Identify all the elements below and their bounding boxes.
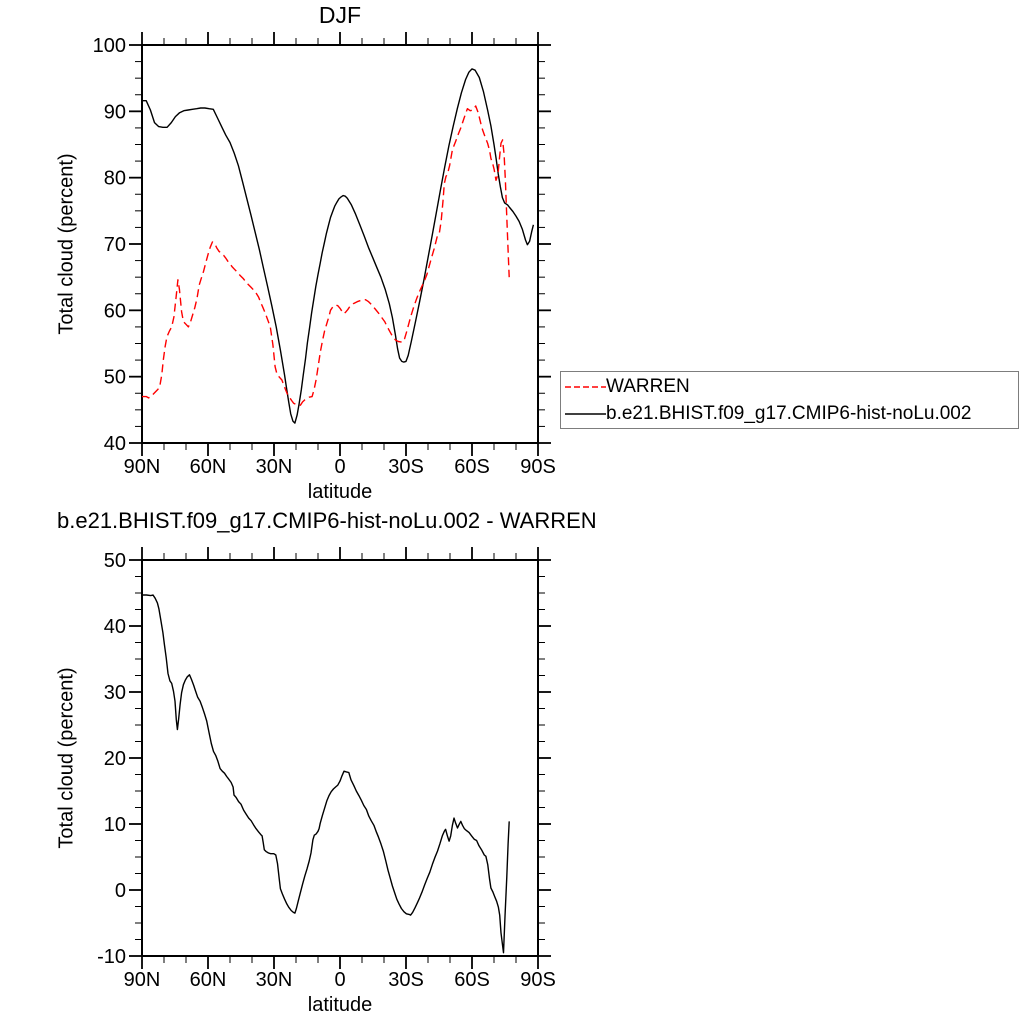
top-chart-y-axis-title: Total cloud (percent) [55,153,78,335]
y-tick-label: 100 [93,35,126,57]
x-tick-label: 90N [124,456,161,478]
x-tick-label: 90S [520,969,556,991]
x-tick-label: 30S [388,456,424,478]
y-tick-label: 90 [104,101,126,123]
legend-entry-warren: WARREN [561,373,1018,400]
warren-line [142,105,510,406]
y-tick-label: -10 [97,946,126,968]
x-tick-label: 0 [334,456,345,478]
y-tick-label: 60 [104,300,126,322]
y-tick-label: 40 [104,433,126,455]
bottom-chart-x-axis-title: latitude [307,994,373,1016]
y-tick-label: 0 [115,880,126,902]
x-tick-label: 60N [190,456,227,478]
y-tick-label: 20 [104,748,126,770]
x-tick-label: 90N [124,969,161,991]
x-tick-label: 30N [256,969,293,991]
x-tick-label: 60N [190,969,227,991]
x-tick-label: 0 [334,969,345,991]
bottom-chart-title: b.e21.BHIST.f09_g17.CMIP6-hist-noLu.002 … [57,508,597,533]
y-tick-label: 10 [104,814,126,836]
model-solid-line-sample [565,412,606,415]
x-tick-label: 60S [454,456,490,478]
difference-line [142,594,510,954]
y-tick-label: 80 [104,168,126,190]
y-tick-label: 30 [104,682,126,704]
chart-1: 90N 60N 30N 0 30S 60S 90S -10 0 10 20 30 40 50 [97,547,556,991]
legend-label-model: b.e21.BHIST.f09_g17.CMIP6-hist-noLu.002 [606,403,972,424]
plot-frame [141,44,539,444]
chart-0: 90N 60N 30N 0 30S 60S 90S 40 50 60 70 80 90 100 [93,32,556,478]
y-tick-label: 40 [104,616,126,638]
legend-entry-model: b.e21.BHIST.f09_g17.CMIP6-hist-noLu.002 [561,400,1018,427]
x-tick-label: 30N [256,456,293,478]
top-chart-title: DJF [318,2,362,28]
y-tick-label: 50 [104,367,126,389]
x-tick-label: 30S [388,969,424,991]
legend-label-warren: WARREN [606,376,690,397]
warren-dashed-line-sample [565,385,606,388]
x-tick-label: 90S [520,456,556,478]
model-line [142,68,535,424]
legend: WARREN b.e21.BHIST.f09_g17.CMIP6-hist-no… [560,371,1019,429]
y-tick-label: 70 [104,234,126,256]
y-tick-label: 50 [104,550,126,572]
plot-frame [141,559,539,957]
top-chart-x-axis-title: latitude [307,481,373,503]
bottom-chart-y-axis-title: Total cloud (percent) [55,667,78,849]
x-tick-label: 60S [454,969,490,991]
